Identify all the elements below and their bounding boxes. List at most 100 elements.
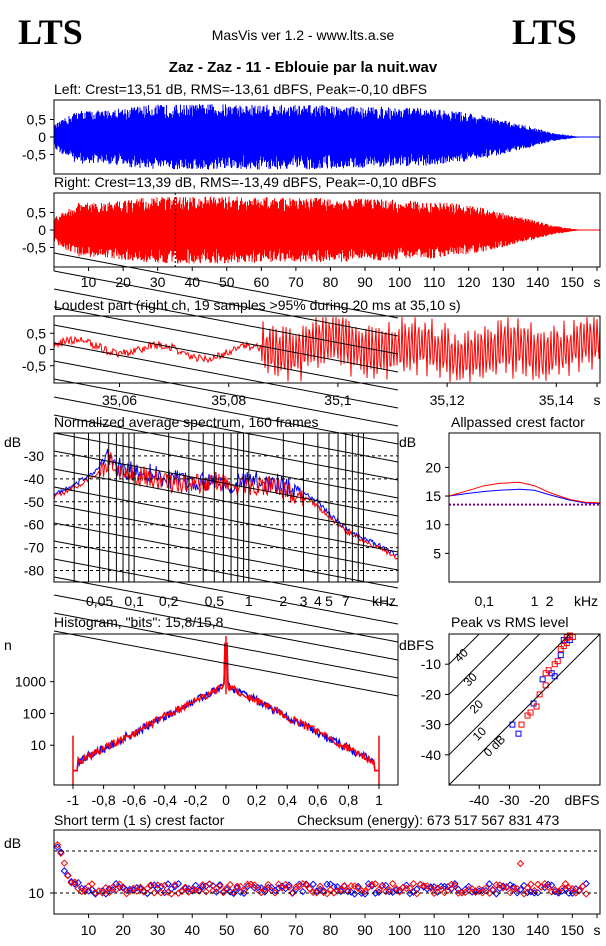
shortterm-point	[105, 888, 113, 897]
shortterm-point	[523, 888, 532, 897]
shortterm-point	[319, 888, 328, 897]
peakrms-title: Peak vs RMS level	[451, 614, 568, 630]
shortterm-point	[236, 882, 245, 891]
spectrum-slope-line	[53, 594, 399, 661]
spectrum-ytick-label: -80	[24, 563, 44, 579]
shortterm-point	[541, 879, 549, 888]
spectrum-xtick-label: 0,1	[124, 593, 144, 609]
spectrum-xtick-label: kHz	[372, 593, 396, 609]
spectrum-slope-line	[53, 522, 399, 589]
shortterm-point	[368, 880, 376, 889]
peakrms-point	[524, 712, 531, 719]
crest-xtick-label: 0,1	[474, 593, 494, 609]
peakrms-point	[566, 632, 573, 639]
histogram-xtick-label: 0,6	[308, 792, 328, 808]
right-ytick-label: 0,5	[27, 205, 47, 221]
spectrum-xtick-label: 5	[325, 593, 333, 609]
shortterm-point	[444, 886, 452, 895]
shortterm-point	[516, 859, 525, 868]
spectrum-xtick-label: 0,05	[86, 593, 113, 609]
shortterm-point	[561, 885, 570, 893]
shortterm-point	[226, 880, 234, 889]
spectrum-slope-line	[53, 378, 399, 445]
crest-ytick-label: 20	[425, 459, 441, 475]
peakrms-diagonal	[449, 634, 600, 785]
shortterm-point	[181, 883, 190, 891]
shortterm-point	[451, 882, 459, 890]
shortterm-point	[202, 887, 210, 896]
spectrum-series-1	[53, 451, 399, 560]
shortterm-point	[278, 884, 286, 892]
crest-series-0	[448, 488, 601, 504]
right-ytick-label: 0	[38, 222, 46, 238]
loudest-xtick-label: 35,14	[539, 392, 574, 408]
spectrum-title: Normalized average spectrum, 160 frames	[54, 414, 319, 430]
shortterm-point	[426, 884, 435, 893]
shortterm-point	[395, 888, 404, 896]
shortterm-point	[254, 886, 262, 894]
spectrum-slope-line	[53, 486, 399, 553]
spectrum-ytick-label: -40	[24, 471, 44, 487]
loudest-ytick-label: -0,5	[22, 358, 46, 374]
crest-xtick-label: kHz	[574, 593, 598, 609]
shortterm-xtick-label: 30	[150, 922, 166, 938]
peakrms-ytick-label: -30	[421, 717, 441, 733]
shortterm-point	[88, 880, 96, 888]
peakrms-diagonal	[449, 634, 480, 665]
shortterm-xtick-label: 40	[184, 922, 200, 938]
shortterm-point	[551, 886, 559, 894]
shortterm-point	[361, 887, 369, 896]
peakrms-xtick-label: -20	[529, 792, 549, 808]
shortterm-point	[281, 884, 290, 893]
spectrum-slope-line	[53, 540, 399, 607]
shortterm-point	[195, 887, 203, 895]
peakrms-ylabel: dBFS	[399, 637, 434, 653]
spectrum-xtick-label: 0,2	[159, 593, 179, 609]
shortterm-point	[164, 880, 172, 888]
shortterm-point	[302, 880, 310, 888]
shortterm-point	[312, 887, 321, 895]
shortterm-point	[527, 880, 535, 888]
shortterm-point	[502, 883, 511, 891]
histogram-ytick-label: 100	[23, 705, 47, 721]
file-title: Zaz - Zaz - 11 - Eblouie par la nuit.wav	[169, 59, 438, 76]
shortterm-point	[229, 888, 238, 896]
peakrms-point	[533, 703, 540, 710]
shortterm-point	[568, 889, 577, 897]
crest-title: Allpassed crest factor	[451, 414, 585, 430]
shortterm-xtick-label: 120	[457, 922, 481, 938]
histogram-xtick-label: 0	[222, 792, 230, 808]
spectrum-slope-line	[53, 324, 399, 391]
shortterm-point	[534, 880, 542, 889]
left-title: Left: Crest=13,51 dB, RMS=-13,61 dBFS, P…	[54, 81, 427, 97]
shortterm-point	[454, 885, 463, 894]
histogram-xtick-label: -0,6	[122, 792, 146, 808]
peakrms-point	[557, 652, 564, 659]
shortterm-point	[164, 888, 172, 896]
shortterm-point	[430, 889, 438, 897]
shortterm-point	[316, 882, 324, 890]
shortterm-point	[257, 888, 266, 897]
peakrms-point	[563, 640, 570, 647]
shortterm-point	[575, 887, 583, 895]
shortterm-point	[516, 885, 525, 894]
shortterm-xtick-label: 90	[357, 922, 373, 938]
shortterm-point	[568, 884, 577, 893]
shortterm-point	[174, 889, 183, 897]
time-xtick-label: 140	[526, 274, 550, 290]
shortterm-point	[109, 883, 117, 892]
histogram-xtick-label: 0,8	[339, 792, 359, 808]
shortterm-point	[219, 888, 228, 897]
loudest-xtick-label: 35,12	[430, 392, 465, 408]
shortterm-point	[423, 882, 431, 890]
shortterm-ytick-label: 10	[28, 885, 44, 901]
time-xtick-label: 70	[288, 274, 304, 290]
time-xtick-label: 80	[323, 274, 339, 290]
spectrum-slope-line	[53, 306, 399, 373]
shortterm-point	[57, 849, 65, 857]
shortterm-point	[147, 881, 155, 889]
shortterm-point	[582, 879, 590, 888]
loudest-ytick-label: 0	[38, 342, 46, 358]
time-xtick-label: 130	[492, 274, 516, 290]
peakrms-point	[560, 637, 567, 644]
